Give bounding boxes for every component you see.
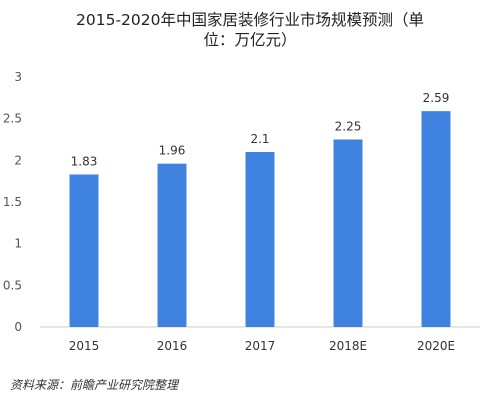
bar-2020E bbox=[422, 111, 451, 327]
y-tick-label: 0.5 bbox=[3, 278, 22, 292]
data-label-2020E: 2.59 bbox=[423, 91, 450, 105]
x-tick-label-2017: 2017 bbox=[245, 339, 276, 353]
y-tick-label: 2 bbox=[14, 153, 22, 167]
y-tick-label: 2.5 bbox=[3, 112, 22, 126]
x-tick-label-2020E: 2020E bbox=[417, 339, 455, 353]
bar-2015 bbox=[70, 175, 99, 328]
source-note: 资料来源：前瞻产业研究院整理 bbox=[10, 376, 178, 393]
y-tick-label: 0 bbox=[14, 320, 22, 334]
bar-2018E bbox=[334, 140, 363, 328]
bar-2017 bbox=[246, 152, 275, 327]
data-label-2018E: 2.25 bbox=[335, 120, 362, 134]
data-label-2017: 2.1 bbox=[250, 132, 269, 146]
data-label-2016: 1.96 bbox=[159, 144, 186, 158]
y-tick-label: 1 bbox=[14, 237, 22, 251]
data-label-2015: 1.83 bbox=[71, 155, 98, 169]
x-tick-label-2016: 2016 bbox=[157, 339, 188, 353]
x-axis-ticks: 2015 2016 2017 2018E 2020E bbox=[69, 339, 455, 353]
x-tick-label-2015: 2015 bbox=[69, 339, 100, 353]
y-axis-ticks: 0 0.5 1 1.5 2 2.5 3 bbox=[3, 70, 22, 334]
bar-2016 bbox=[158, 164, 187, 327]
y-tick-label: 3 bbox=[14, 70, 22, 84]
y-tick-label: 1.5 bbox=[3, 195, 22, 209]
x-tick-label-2018E: 2018E bbox=[329, 339, 367, 353]
